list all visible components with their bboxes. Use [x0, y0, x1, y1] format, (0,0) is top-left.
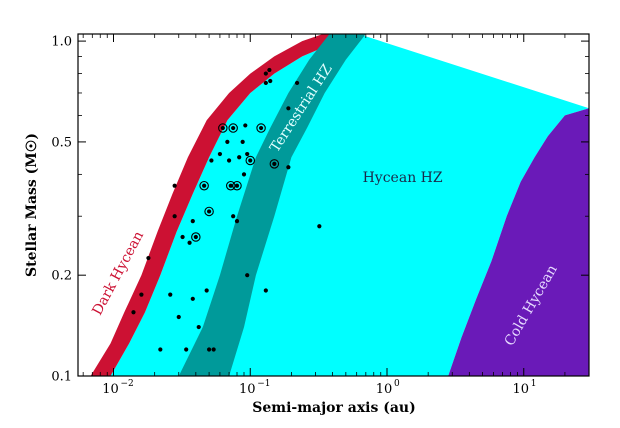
planet-point [202, 183, 207, 188]
y-tick-label: 0.1 [51, 370, 72, 385]
planet-point [225, 139, 230, 145]
planet-point [209, 158, 214, 163]
x-tick-label: 10 [239, 382, 256, 397]
planet-ring-marker [245, 155, 256, 166]
planet-point [206, 209, 212, 214]
y-tick-label: 0.5 [51, 135, 72, 150]
plot-frame [77, 33, 590, 377]
planet-point [184, 347, 189, 352]
planet-point [234, 183, 240, 188]
x-tick-exponent: −2 [121, 379, 134, 389]
planet-point [241, 172, 247, 177]
hycean-hz-label: Hycean HZ [363, 170, 443, 186]
x-tick-label: 10 [376, 382, 393, 397]
planet-point [196, 324, 201, 330]
planet-point [211, 347, 216, 352]
planet-point [286, 165, 291, 170]
y-tick-label: 0.2 [51, 269, 72, 284]
planet-point [268, 78, 273, 84]
dark-hycean-region [90, 34, 359, 376]
planet-point [131, 310, 136, 315]
planet-point [243, 123, 248, 128]
planet-point [317, 224, 322, 229]
planet-point [220, 125, 225, 131]
planet-point [190, 296, 195, 301]
planet-point [237, 155, 242, 160]
planet-point [263, 80, 268, 86]
planet-point [217, 151, 223, 157]
cold-hycean-region [448, 108, 589, 376]
planet-ring-marker [256, 123, 266, 133]
planet-point [180, 234, 185, 240]
planet-ring-marker [269, 159, 280, 169]
planet-point [245, 273, 250, 278]
x-tick-exponent: 1 [531, 379, 537, 389]
planet-point [272, 161, 277, 166]
regions-layer [90, 34, 589, 376]
planet-ring-marker [228, 123, 238, 133]
planet-point [231, 214, 236, 219]
planet-ring-marker [199, 180, 209, 191]
planet-point [187, 240, 192, 245]
planet-point [176, 314, 181, 320]
planet-ring-marker [218, 123, 228, 133]
planet-point [263, 71, 268, 76]
planet-point [258, 125, 264, 131]
terrestrial-hz-region [178, 34, 366, 376]
planet-point [204, 288, 209, 293]
planet-point [226, 158, 232, 163]
planet-point [263, 288, 268, 293]
planet-ring-marker [204, 206, 214, 217]
planet-point [172, 183, 177, 188]
planet-ring-marker [232, 180, 242, 191]
y-axis-label: Stellar Mass (M☉) [24, 133, 40, 277]
planet-point [228, 183, 233, 188]
planet-point [231, 125, 236, 131]
x-tick-exponent: 0 [394, 379, 400, 389]
planet-point [168, 292, 173, 297]
planet-point [245, 151, 250, 157]
planet-point [190, 219, 195, 224]
planet-point [206, 347, 212, 352]
y-tick-label: 1.0 [51, 35, 72, 50]
planet-point [267, 67, 272, 73]
planet-points-layer [131, 67, 322, 352]
planet-point [240, 139, 245, 145]
planet-point [158, 347, 163, 352]
planet-point [248, 158, 253, 163]
x-axis-label: Semi-major axis (au) [252, 400, 416, 416]
planet-point [139, 292, 144, 297]
planet-point [146, 255, 151, 261]
planet-point [286, 106, 291, 111]
planet-point [193, 234, 198, 240]
axes-layer: 10 −2 10 −1 10 0 10 10.10.20.51.0 [51, 34, 590, 397]
x-tick-label: 10 [512, 382, 529, 397]
planet-point [172, 214, 177, 219]
planet-ring-marker [191, 232, 201, 242]
planet-point [294, 80, 300, 86]
x-tick-exponent: −1 [257, 379, 270, 389]
planet-point [234, 219, 240, 224]
x-tick-label: 10 [102, 382, 119, 397]
